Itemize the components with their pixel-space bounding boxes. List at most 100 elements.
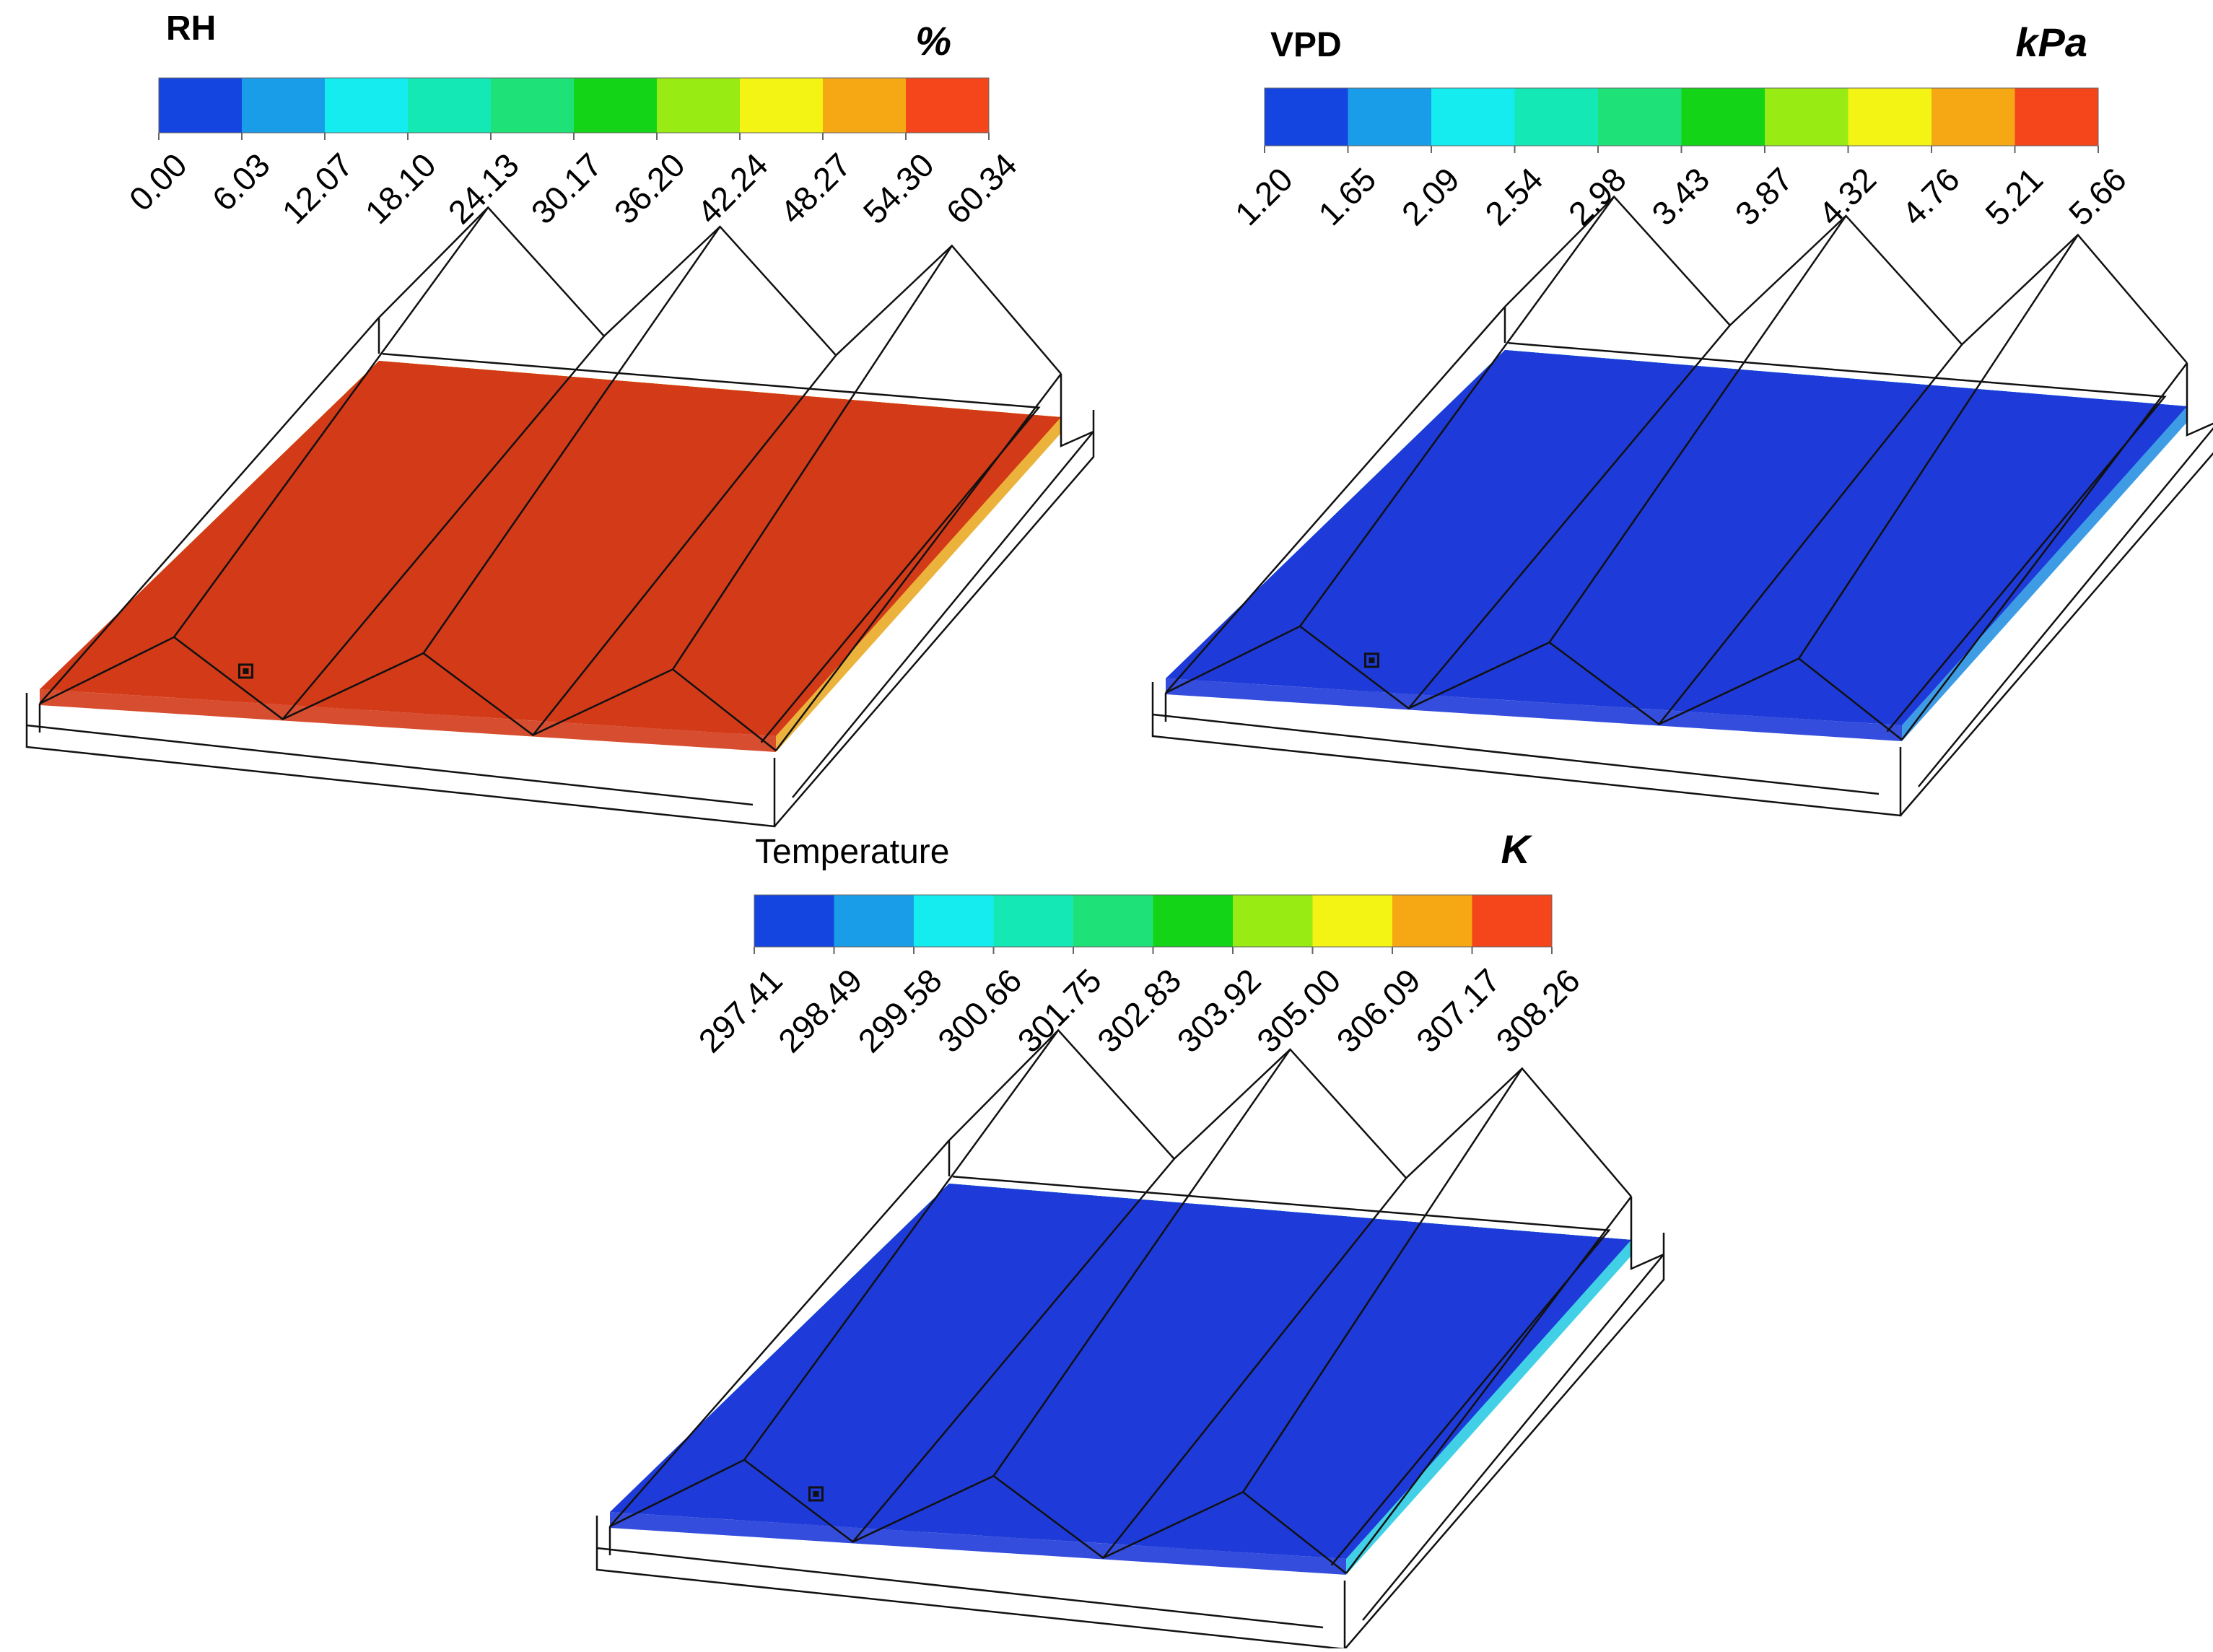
colorbar-swatch bbox=[754, 895, 834, 947]
wire-ridge-line bbox=[672, 245, 953, 670]
wire-valley-line bbox=[1407, 324, 1731, 709]
wire-valley-line bbox=[1345, 1196, 1632, 1574]
contour-band bbox=[40, 361, 1061, 736]
wire-base-front bbox=[1151, 682, 1902, 817]
wire-ridge-line bbox=[992, 1049, 1291, 1477]
colorbar-swatch bbox=[1392, 895, 1472, 947]
colorbar-swatch bbox=[408, 78, 492, 133]
wire-ridge-line bbox=[743, 1029, 1060, 1461]
colorbar-swatch bbox=[1265, 88, 1348, 146]
wire-base-right bbox=[1900, 452, 2213, 816]
tick-label: 297.41 bbox=[691, 961, 790, 1059]
wire-valley-line bbox=[1102, 1177, 1407, 1559]
wire-back-gable bbox=[378, 206, 1062, 375]
wire-base-right bbox=[1344, 1233, 1665, 1650]
legend-unit-vpd: kPa bbox=[2015, 19, 2087, 65]
colorbar-swatch bbox=[1233, 895, 1313, 947]
tick-label: 24.13 bbox=[441, 146, 526, 231]
wire-corner-back-right bbox=[1630, 1197, 1664, 1270]
panel-rh: RH % 0.00 6.0312.0718.1024.1330.1736.2042… bbox=[25, 9, 1095, 828]
colorbar-swatch bbox=[906, 78, 990, 133]
wire-base-inner bbox=[1152, 713, 1880, 795]
tick-label: 54.30 bbox=[856, 146, 941, 231]
tick-label: 301.75 bbox=[1011, 961, 1109, 1059]
wire-ridge-line bbox=[422, 226, 721, 654]
wire-valley-line bbox=[775, 373, 1062, 751]
wire-base-front bbox=[595, 1516, 1346, 1651]
wire-valley-line bbox=[852, 1158, 1175, 1543]
wire-base-right bbox=[774, 410, 1095, 827]
wire-floor-inner bbox=[1508, 341, 2167, 733]
colorbar-swatch bbox=[993, 895, 1074, 947]
wire-corner-back-right bbox=[1060, 374, 1094, 447]
tick-label: 299.58 bbox=[851, 961, 949, 1059]
colorbar-swatch bbox=[914, 895, 994, 947]
tick-label: 1.65 bbox=[1311, 160, 1383, 232]
wire-valley-line bbox=[532, 354, 837, 736]
tick-label: 3.43 bbox=[1644, 160, 1716, 232]
tick-label: 60.34 bbox=[939, 146, 1024, 231]
tick-label: 48.27 bbox=[773, 146, 858, 231]
tick-label: 5.66 bbox=[2061, 160, 2134, 232]
colorbar-swatch bbox=[823, 78, 907, 133]
contour-slab-rh bbox=[25, 206, 1095, 828]
sensor-marker-core bbox=[243, 668, 249, 674]
panel-vpd: VPD kPa 1.20 1.65 2.09 2.54 2.98 3.43 3.87 4.32… bbox=[1151, 19, 2213, 817]
slab-side-face bbox=[1902, 406, 2187, 741]
wire-base-inner bbox=[596, 1547, 1324, 1629]
tick-label: 2.09 bbox=[1394, 160, 1467, 232]
wire-valley-line bbox=[1165, 306, 1506, 694]
contour-band bbox=[1166, 350, 2187, 725]
colorbar-swatch bbox=[1348, 88, 1432, 146]
sensor-marker bbox=[808, 1486, 824, 1502]
tick-label: 303.92 bbox=[1170, 961, 1268, 1059]
colorbar-swatch bbox=[1765, 88, 1848, 146]
tick-label: 5.21 bbox=[1978, 160, 2050, 232]
colorbar-swatch bbox=[1431, 88, 1515, 146]
colorbar-swatch bbox=[1848, 88, 1932, 146]
slab-front-face bbox=[1166, 678, 1902, 741]
tick-labels-rh: 0.00 6.0312.0718.1024.1330.1736.2042.2448… bbox=[122, 146, 1024, 231]
tick-label: 3.87 bbox=[1728, 160, 1800, 232]
wire-valley-line bbox=[609, 1140, 950, 1527]
wire-valley-line bbox=[39, 317, 380, 704]
legend-unit-rh: % bbox=[915, 18, 951, 64]
wire-corner-back-right bbox=[2186, 363, 2213, 437]
tick-label: 1.20 bbox=[1228, 160, 1300, 232]
wire-valley-line bbox=[1658, 344, 1963, 725]
tick-label: 300.66 bbox=[930, 961, 1029, 1059]
sensor-marker bbox=[1363, 652, 1379, 668]
wire-floor-inner bbox=[952, 1175, 1611, 1566]
colorbar-swatch bbox=[657, 78, 741, 133]
tick-label: 36.20 bbox=[607, 146, 692, 231]
tick-label: 42.24 bbox=[690, 146, 775, 231]
slab-side-face bbox=[1346, 1240, 1631, 1575]
colorbar-swatch bbox=[1073, 895, 1153, 947]
tick-label: 0.00 bbox=[122, 146, 194, 218]
wire-ridge-line bbox=[1242, 1067, 1523, 1493]
contour-band bbox=[610, 1184, 1631, 1559]
wire-base-inner bbox=[26, 724, 754, 806]
tick-label: 2.54 bbox=[1477, 160, 1550, 232]
wire-back-gable bbox=[948, 1028, 1632, 1197]
sensor-marker-core bbox=[813, 1490, 819, 1497]
colorbar-swatch bbox=[834, 895, 915, 947]
wire-ridge-line bbox=[173, 206, 489, 638]
colorbar-swatch bbox=[1598, 88, 1682, 146]
wire-ridge-line bbox=[1798, 234, 2079, 660]
legend-title-temperature: Temperature bbox=[755, 833, 949, 871]
wire-ridge-line bbox=[1548, 215, 1847, 643]
colorbar-swatch bbox=[574, 78, 658, 133]
tick-label: 305.00 bbox=[1249, 961, 1348, 1059]
colorbar-swatch bbox=[1153, 895, 1234, 947]
colorbar-swatch bbox=[1514, 88, 1599, 146]
tick-label: 307.17 bbox=[1409, 961, 1507, 1059]
wire-valley-line bbox=[1901, 362, 2188, 740]
tick-labels-temperature: 297.41298.49299.58300.66301.75302.83303.… bbox=[691, 961, 1587, 1059]
colorbar-swatch bbox=[1681, 88, 1765, 146]
sensor-marker bbox=[237, 663, 253, 679]
colorbar-rh bbox=[158, 77, 990, 140]
wire-base-right-inner bbox=[792, 431, 1094, 798]
wire-floor-inner bbox=[382, 352, 1041, 743]
wire-base-front bbox=[25, 693, 776, 828]
